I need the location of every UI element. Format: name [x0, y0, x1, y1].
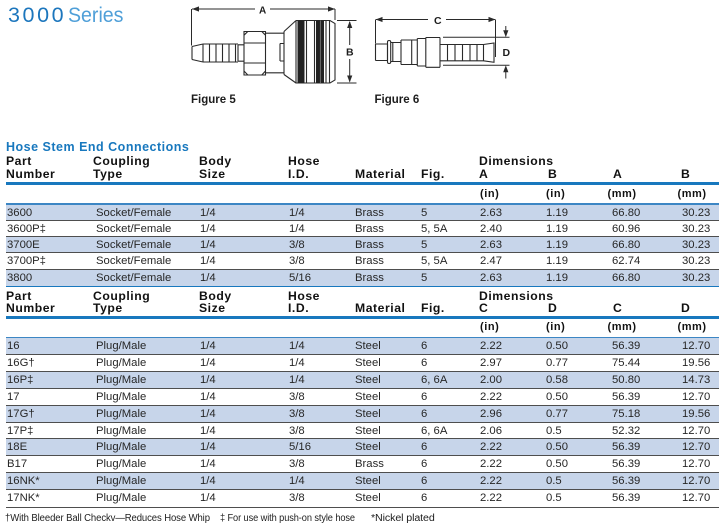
svg-text:B: B: [346, 47, 354, 59]
svg-text:A: A: [259, 5, 266, 16]
svg-text:C: C: [434, 15, 442, 27]
svg-text:D: D: [503, 47, 511, 59]
